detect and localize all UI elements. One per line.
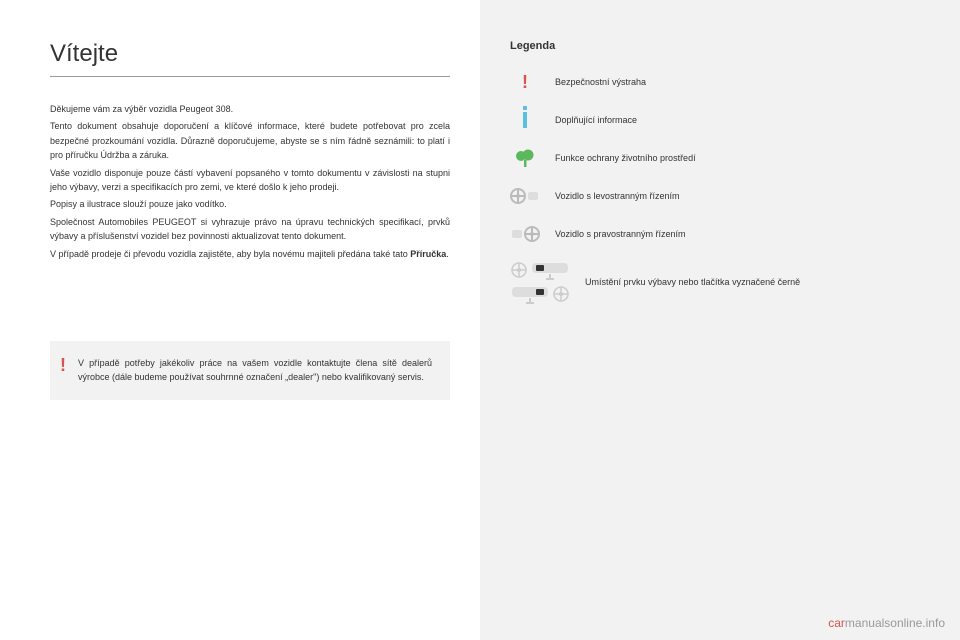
para6-part-c: . [446,249,449,259]
dash-bottom-icon [510,284,550,304]
paragraph-1: Děkujeme vám za výběr vozidla Peugeot 30… [50,102,450,116]
legend-text-3: Funkce ochrany životního prostředí [555,152,696,165]
page-title: Vítejte [50,40,450,68]
paragraph-5: Společnost Automobiles PEUGEOT si vyhraz… [50,215,450,244]
warning-icon: ! [60,356,66,374]
legend-item-info: Doplňující informace [510,108,930,132]
legend-item-rhd: Vozidlo s pravostranným řízením [510,222,930,246]
right-panel: Legenda ! Bezpečnostní výstraha Doplňují… [480,0,960,640]
legend-item-safety: ! Bezpečnostní výstraha [510,70,930,94]
wheel-left-icon [510,261,528,279]
lhd-icon [510,184,540,208]
legend-text-4: Vozidlo s levostranným řízením [555,190,680,203]
watermark-rest: manualsonline.info [845,616,945,630]
wheel-right-icon [552,285,570,303]
dash-top-icon [530,260,570,280]
exclaim-icon: ! [510,70,540,94]
paragraph-2: Tento dokument obsahuje doporučení a klí… [50,119,450,162]
warning-box: ! V případě potřeby jakékoliv práce na v… [50,341,450,400]
paragraph-3: Vaše vozidlo disponuje pouze částí vybav… [50,166,450,195]
tree-icon [510,146,540,170]
legend-text-2: Doplňující informace [555,114,637,127]
rhd-icon [510,222,540,246]
paragraph-6: V případě prodeje či převodu vozidla zaj… [50,247,450,261]
warning-text: V případě potřeby jakékoliv práce na vaš… [78,356,432,385]
para6-part-a: V případě prodeje či převodu vozidla zaj… [50,249,410,259]
legend-title: Legenda [510,40,930,52]
legend-item-env: Funkce ochrany životního prostředí [510,146,930,170]
legend-text-6: Umístění prvku výbavy nebo tlačítka vyzn… [585,276,800,289]
position-icons [510,260,570,304]
paragraph-4: Popisy a ilustrace slouží pouze jako vod… [50,197,450,211]
position-row-2 [510,284,570,304]
legend-text-1: Bezpečnostní výstraha [555,76,646,89]
watermark-red: car [828,616,845,630]
info-icon [510,108,540,132]
title-divider [50,76,450,77]
legend-item-position: Umístění prvku výbavy nebo tlačítka vyzn… [510,260,930,304]
left-panel: Vítejte Děkujeme vám za výběr vozidla Pe… [0,0,480,640]
legend-item-lhd: Vozidlo s levostranným řízením [510,184,930,208]
position-row-1 [510,260,570,280]
legend-text-5: Vozidlo s pravostranným řízením [555,228,686,241]
watermark: carmanualsonline.info [828,616,945,630]
para6-bold: Příručka [410,249,446,259]
